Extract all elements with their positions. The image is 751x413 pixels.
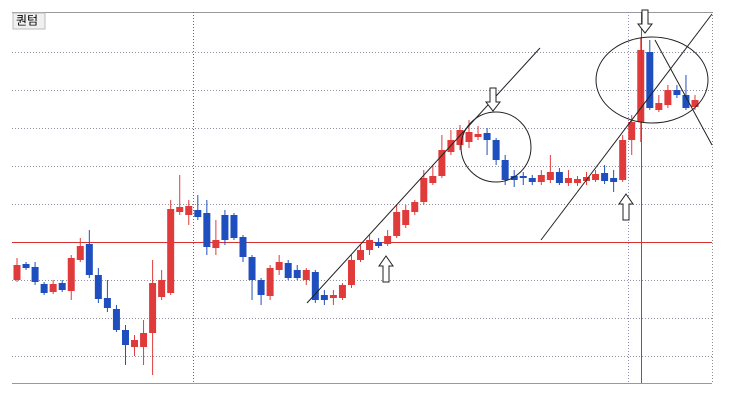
trend-line xyxy=(306,47,541,304)
candle-body xyxy=(555,172,563,183)
candle-body xyxy=(483,133,491,140)
candle-body xyxy=(357,250,365,260)
candle-body xyxy=(31,267,39,282)
annotations xyxy=(306,9,713,383)
candle-body xyxy=(158,280,166,297)
candle-body xyxy=(393,212,401,236)
candle-body xyxy=(248,257,256,280)
arrow-up xyxy=(378,255,394,283)
candle-body xyxy=(510,176,518,180)
candle-body xyxy=(121,330,129,345)
candle-body xyxy=(519,176,527,178)
candle-body xyxy=(610,178,618,182)
candle-body xyxy=(592,174,600,180)
candle-body xyxy=(411,202,419,212)
candle-body xyxy=(194,210,202,217)
candle-body xyxy=(546,172,554,180)
plot-area xyxy=(12,12,712,383)
highlight-circle xyxy=(460,111,532,183)
candle-body xyxy=(601,173,609,181)
candle-body xyxy=(302,270,310,280)
candle-body xyxy=(103,298,111,308)
candle-body xyxy=(185,206,193,215)
candle-body xyxy=(94,275,102,299)
candle-body xyxy=(13,265,21,280)
candle-body xyxy=(257,280,265,295)
candle-body xyxy=(691,100,699,107)
trend-line xyxy=(654,39,713,146)
candle-body xyxy=(655,103,663,110)
candle-body xyxy=(646,52,654,108)
candle-body xyxy=(528,178,536,182)
candle-body xyxy=(275,262,283,270)
candle-body xyxy=(429,176,437,183)
candle-body xyxy=(212,240,220,248)
candle-body xyxy=(537,175,545,182)
candle-body xyxy=(564,178,572,183)
candle-body xyxy=(465,132,473,142)
arrow-down xyxy=(636,9,654,34)
candle-body xyxy=(176,207,184,212)
candle-body xyxy=(375,242,383,246)
candle-body xyxy=(456,130,464,145)
trend-line xyxy=(540,13,713,241)
candle-body xyxy=(384,236,392,244)
arrow-down xyxy=(484,87,502,112)
candle-body xyxy=(583,177,591,181)
candle-body xyxy=(49,284,57,292)
candle-body xyxy=(682,95,690,108)
candle-body xyxy=(284,263,292,278)
candle-body xyxy=(673,90,681,95)
candle-body xyxy=(140,333,148,347)
candle-body xyxy=(131,340,139,347)
candle-body xyxy=(230,215,238,238)
candle-body xyxy=(438,150,446,176)
candle-body xyxy=(203,213,211,247)
candle-body xyxy=(329,295,337,298)
candle-body xyxy=(628,122,636,140)
candle-body xyxy=(167,209,175,293)
candle-body xyxy=(221,215,229,240)
candle-body xyxy=(492,140,500,160)
candle-body xyxy=(22,264,30,268)
candle-body xyxy=(239,237,247,257)
candle-body xyxy=(402,210,410,225)
candle-body xyxy=(266,268,274,296)
candle-body xyxy=(149,283,157,333)
highlight-circle xyxy=(595,36,709,124)
candle-body xyxy=(573,179,581,183)
candle-body xyxy=(58,283,66,290)
candle-body xyxy=(67,258,75,291)
candle-body xyxy=(311,272,319,300)
candles xyxy=(13,38,699,375)
candle-body xyxy=(474,134,482,137)
candle-body xyxy=(347,260,355,285)
title-box xyxy=(12,12,46,30)
candle-body xyxy=(637,50,645,122)
candle-body xyxy=(619,140,627,180)
candle-body xyxy=(293,270,301,278)
arrow-up xyxy=(618,193,634,221)
candle-body xyxy=(40,284,48,293)
candle-body xyxy=(501,160,509,180)
candle-body xyxy=(76,246,84,260)
candle-body xyxy=(320,295,328,300)
candle-body xyxy=(420,178,428,202)
chart-title: 퀀텀 xyxy=(16,14,38,28)
candle-body xyxy=(85,244,93,275)
candle-body xyxy=(366,240,374,250)
candle-body xyxy=(338,285,346,298)
candle-body xyxy=(664,90,672,105)
candle-body xyxy=(112,309,120,330)
